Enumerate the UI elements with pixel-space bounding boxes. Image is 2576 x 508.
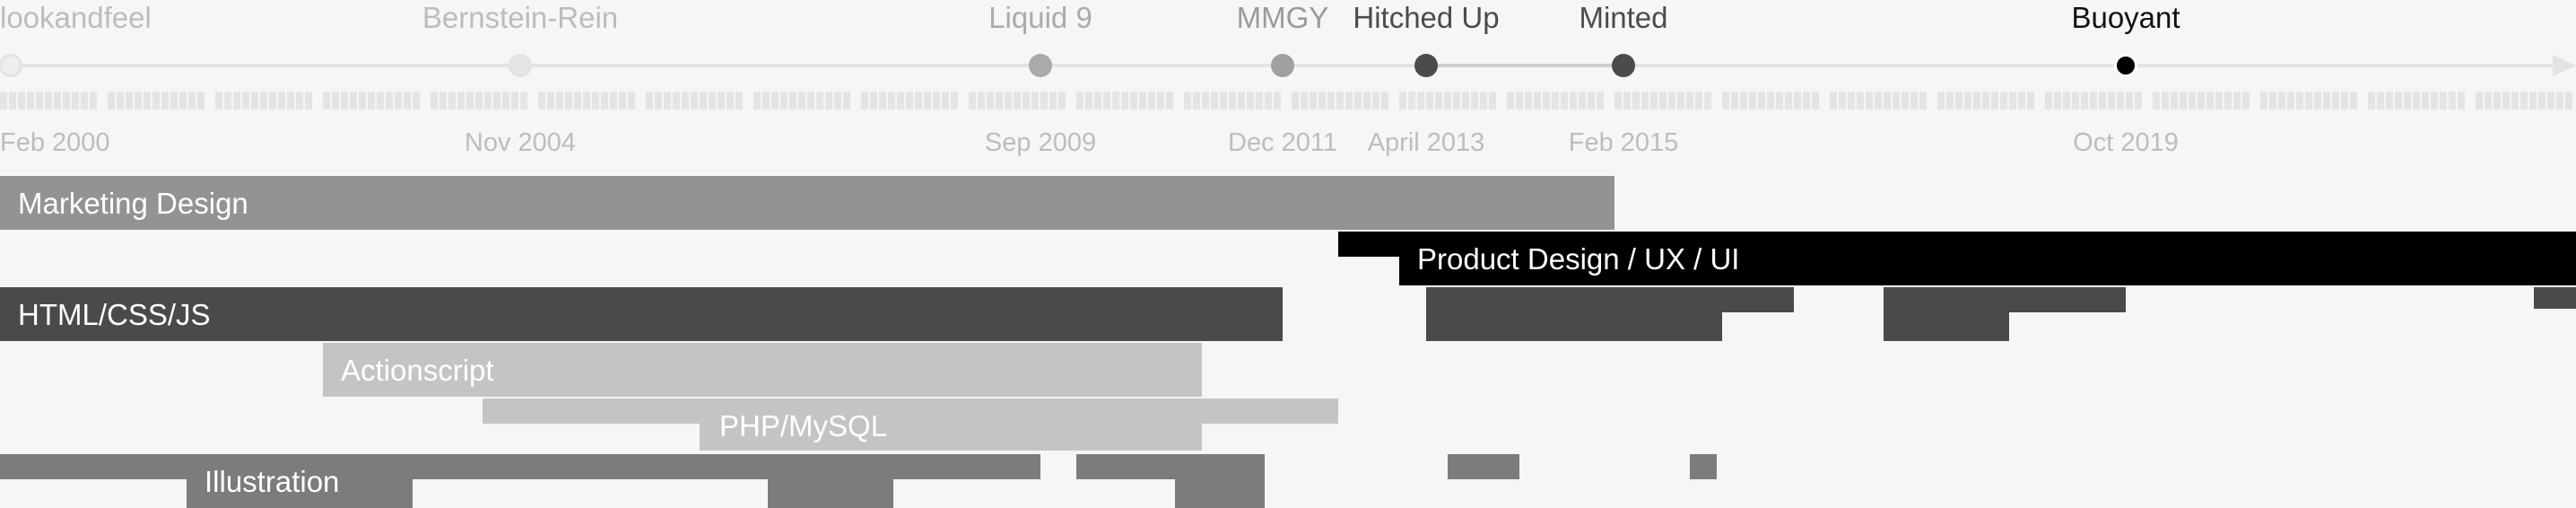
milestone-dot[interactable] (0, 54, 22, 77)
milestone-dot[interactable] (1029, 54, 1052, 77)
php-label: PHP/MySQL (719, 409, 888, 442)
html-label: HTML/CSS/JS (18, 298, 211, 331)
date-label: Dec 2011 (1228, 128, 1337, 157)
date-label: Sep 2009 (984, 128, 1097, 157)
milestone-dot[interactable] (509, 54, 532, 77)
php-bar (700, 399, 1202, 451)
illustration-bar (187, 454, 413, 508)
html-bar (1426, 287, 1722, 341)
axis-arrow-icon (2553, 55, 2576, 76)
marketing-label: Marketing Design (18, 187, 248, 220)
illustration-bar (1175, 454, 1265, 508)
html-bar (2534, 287, 2576, 309)
tick-marks (0, 92, 2576, 109)
company-label: lookandfeel (0, 1, 152, 34)
product-bar (1399, 232, 2576, 285)
date-label: Oct 2019 (2073, 128, 2179, 157)
milestone-dot[interactable] (1612, 54, 1635, 77)
actionscript-bar (323, 343, 1202, 397)
company-label: MMGY (1236, 1, 1329, 34)
company-label: Bernstein-Rein (422, 1, 619, 34)
html-bar (1884, 287, 2009, 341)
html-bar (0, 287, 413, 341)
illustration-bar (1448, 454, 1519, 479)
axis-highlight (1426, 64, 1623, 67)
company-label: Minted (1579, 1, 1668, 34)
marketing-bar (0, 176, 1614, 230)
date-label: April 2013 (1367, 128, 1485, 157)
date-label: Nov 2004 (464, 128, 577, 157)
illustration-bar (1690, 454, 1717, 479)
product-label: Product Design / UX / UI (1417, 242, 1740, 276)
milestone-dot[interactable] (2114, 54, 2137, 77)
company-label: Buoyant (2071, 1, 2180, 34)
date-label: Feb 2000 (0, 128, 110, 157)
milestone-dot[interactable] (1414, 54, 1438, 77)
actionscript-label: Actionscript (341, 354, 494, 387)
company-label: Liquid 9 (988, 1, 1092, 34)
company-label: Hitched Up (1353, 1, 1500, 34)
illustration-label: Illustration (205, 465, 340, 498)
milestone-dot[interactable] (1271, 54, 1294, 77)
date-label: Feb 2015 (1568, 128, 1679, 157)
illustration-bar (768, 454, 893, 508)
html-bar (1121, 287, 1283, 341)
